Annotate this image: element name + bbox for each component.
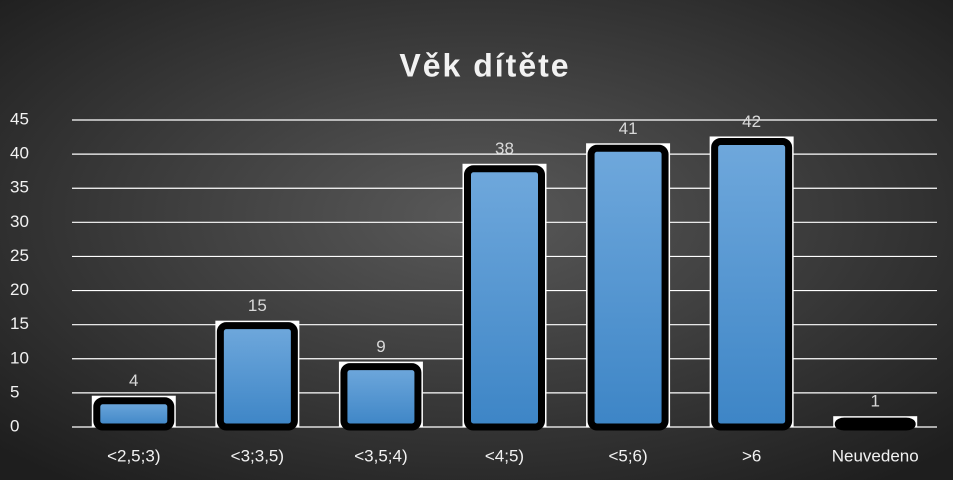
bar	[464, 165, 545, 431]
y-tick-label: 0	[10, 416, 19, 435]
bar	[93, 397, 175, 431]
y-tick-label: 40	[10, 144, 29, 163]
value-label: 9	[376, 337, 385, 356]
value-label: 1	[870, 392, 879, 411]
y-tick-label: 35	[10, 178, 29, 197]
x-tick-label: <3;3,5)	[231, 446, 284, 465]
y-tick-label: 30	[10, 212, 29, 231]
y-tick-label: 25	[10, 246, 29, 265]
bar	[216, 322, 298, 431]
bar	[587, 144, 669, 431]
value-label: 38	[495, 139, 514, 158]
y-tick-label: 45	[10, 109, 29, 128]
x-tick-label: <3,5;4)	[354, 446, 407, 465]
value-label: 42	[742, 112, 761, 131]
y-tick-label: 5	[10, 382, 19, 401]
y-tick-label: 15	[10, 314, 29, 333]
value-label: 4	[129, 371, 138, 390]
x-tick-label: Neuvedeno	[832, 446, 919, 465]
y-tick-label: 20	[10, 280, 29, 299]
bar	[834, 417, 916, 431]
chart-title: Věk dítěte	[399, 47, 570, 83]
bar	[711, 137, 793, 431]
value-label: 15	[248, 296, 267, 315]
x-tick-label: >6	[742, 446, 761, 465]
value-label: 41	[619, 119, 638, 138]
x-tick-label: <4;5)	[485, 446, 524, 465]
x-tick-label: <5;6)	[608, 446, 647, 465]
x-tick-label: <2,5;3)	[107, 446, 160, 465]
bar	[340, 363, 422, 431]
y-tick-label: 10	[10, 348, 29, 367]
